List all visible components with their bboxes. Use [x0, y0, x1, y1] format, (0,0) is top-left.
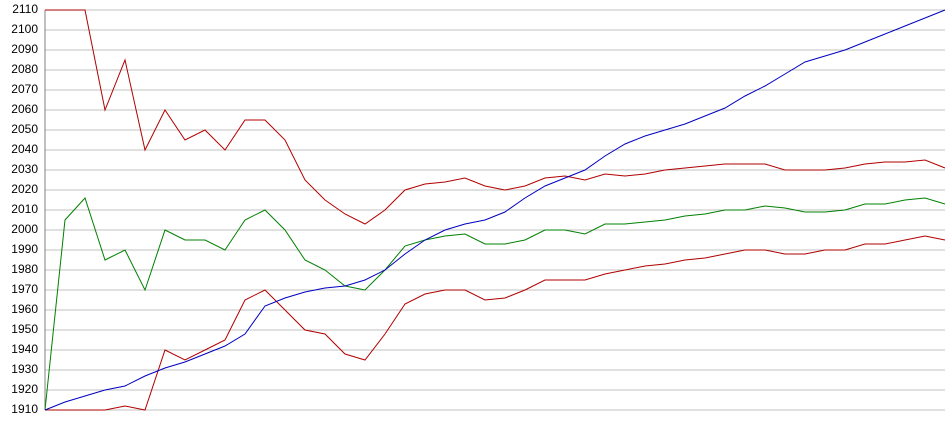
- y-tick-label: 2070: [11, 82, 38, 96]
- series-line: [44, 9, 946, 411]
- series-line: [45, 235, 946, 411]
- series-line: [45, 9, 946, 225]
- y-tick-label: 1990: [11, 242, 38, 256]
- y-tick-label: 1920: [11, 382, 38, 396]
- y-tick-label: 2030: [11, 162, 38, 176]
- y-tick-label: 1940: [11, 342, 38, 356]
- y-tick-label: 1910: [11, 402, 38, 416]
- y-tick-label: 2010: [11, 202, 38, 216]
- y-tick-label: 2100: [11, 22, 38, 36]
- y-tick-label: 2090: [11, 42, 38, 56]
- series-line: [44, 197, 946, 411]
- y-tick-label: 2060: [11, 102, 38, 116]
- y-tick-label: 2080: [11, 62, 38, 76]
- y-tick-label: 1950: [11, 322, 38, 336]
- y-tick-label: 1960: [11, 302, 38, 316]
- y-tick-label: 2000: [11, 222, 38, 236]
- y-tick-label: 2020: [11, 182, 38, 196]
- y-tick-label: 2050: [11, 122, 38, 136]
- y-tick-label: 2040: [11, 142, 38, 156]
- y-tick-label: 1980: [11, 262, 38, 276]
- y-tick-label: 2110: [12, 2, 38, 16]
- y-tick-label: 1930: [11, 362, 38, 376]
- y-tick-label: 1970: [11, 282, 38, 296]
